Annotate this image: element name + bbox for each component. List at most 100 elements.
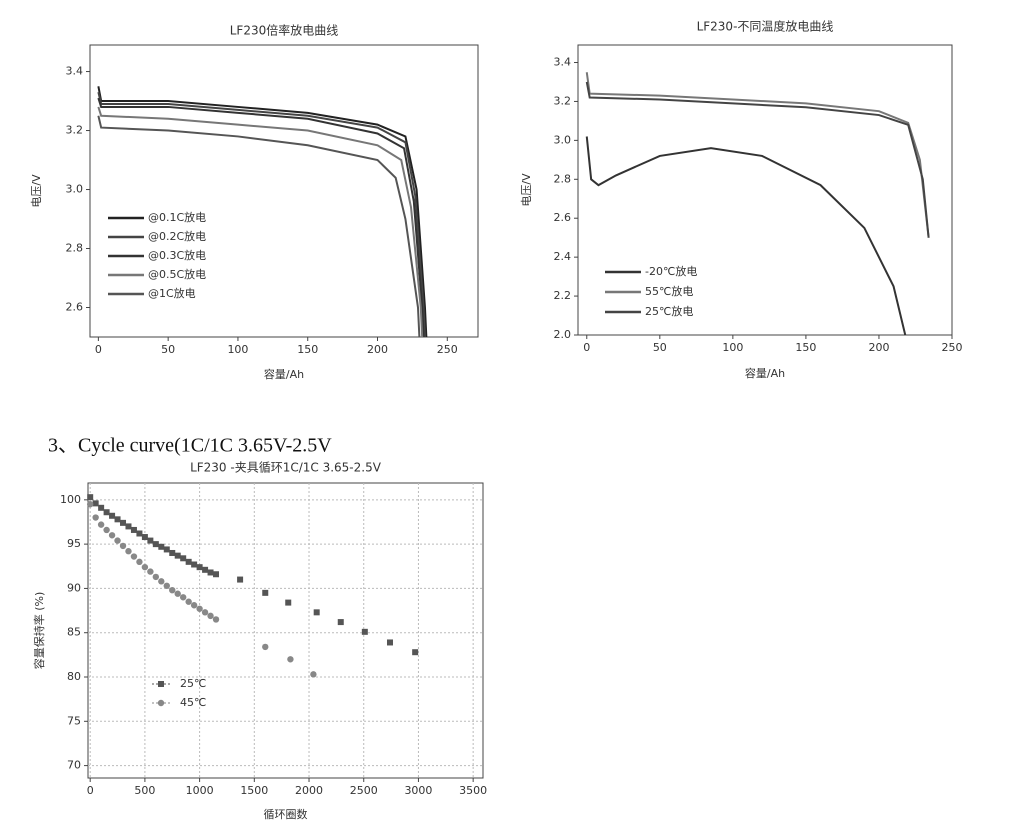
section-heading: 3、Cycle curve(1C/1C 3.65V-2.5V (48, 435, 332, 457)
data-point (130, 526, 137, 533)
x-tick-label: 2500 (350, 784, 378, 797)
data-point (108, 532, 116, 539)
y-axis-label: 容量保持率 (%) (32, 592, 46, 670)
x-axis-label: 循环圈数 (264, 808, 308, 821)
data-point (109, 512, 116, 519)
data-point (158, 543, 165, 550)
data-point (152, 573, 160, 581)
data-point (92, 514, 99, 521)
y-tick-label: 100 (60, 493, 81, 506)
data-point (202, 566, 209, 573)
legend-label: @1C放电 (148, 286, 196, 300)
data-point (114, 516, 121, 523)
x-tick-label: 0 (95, 343, 102, 356)
data-point (120, 519, 127, 526)
x-tick-label: 50 (161, 343, 175, 356)
data-point (196, 605, 203, 612)
legend-label: 25℃放电 (645, 304, 693, 318)
chart-title: LF230倍率放电曲线 (230, 23, 339, 38)
y-tick-label: 3.2 (554, 94, 572, 107)
y-tick-label: 2.2 (554, 289, 572, 302)
data-point (287, 656, 294, 663)
data-point (152, 541, 159, 548)
data-point (191, 561, 198, 568)
data-point (237, 576, 244, 583)
x-tick-label: 1500 (240, 784, 268, 797)
data-point (169, 586, 176, 594)
x-tick-label: 250 (437, 343, 458, 356)
series-line (585, 72, 930, 238)
x-tick-label: 50 (653, 341, 667, 354)
y-tick-label: 3.0 (554, 133, 572, 146)
data-point (262, 589, 269, 596)
data-point (163, 582, 170, 589)
y-tick-label: 90 (67, 581, 81, 594)
data-point (337, 619, 344, 626)
data-point (185, 598, 192, 605)
data-point (158, 578, 165, 585)
y-tick-label: 75 (67, 714, 81, 727)
y-tick-label: 3.4 (66, 65, 84, 78)
data-point (310, 671, 317, 678)
x-tick-label: 150 (795, 341, 816, 354)
data-point (213, 571, 220, 578)
data-point (136, 530, 143, 537)
y-tick-label: 70 (67, 759, 81, 772)
data-point (179, 594, 187, 601)
legend-label: -20℃放电 (645, 264, 697, 278)
data-point (412, 649, 419, 656)
data-point (313, 609, 320, 616)
y-tick-label: 95 (67, 537, 81, 550)
chart-title: LF230-不同温度放电曲线 (697, 19, 834, 34)
y-tick-label: 3.2 (66, 124, 84, 137)
series-line (585, 81, 930, 238)
x-axis-label: 容量/Ah (264, 367, 304, 381)
data-point (207, 569, 214, 576)
y-tick-label: 2.4 (554, 250, 572, 263)
series-line (97, 97, 425, 338)
x-tick-label: 2000 (295, 784, 323, 797)
data-point (147, 568, 154, 575)
legend-label: 45℃ (180, 696, 206, 709)
x-tick-label: 200 (367, 343, 388, 356)
chart-title: LF230 -夹具循环1C/1C 3.65-2.5V (190, 461, 382, 475)
data-point (262, 643, 269, 651)
y-axis-label: 电压/V (520, 173, 533, 207)
x-tick-label: 1000 (186, 784, 214, 797)
series-line (97, 86, 428, 338)
legend-label: 55℃放电 (645, 284, 693, 298)
y-tick-label: 3.0 (66, 183, 84, 196)
plot-frame (577, 44, 953, 336)
data-point (201, 609, 209, 616)
data-point (196, 564, 203, 571)
x-tick-label: 100 (722, 341, 743, 354)
legend-label: @0.5C放电 (148, 267, 206, 281)
x-axis-label: 容量/Ah (745, 366, 785, 380)
data-point (386, 639, 393, 646)
data-point (87, 494, 94, 501)
data-point (136, 558, 143, 566)
y-axis-label: 电压/V (30, 174, 43, 208)
y-tick-label: 2.6 (66, 301, 84, 314)
legend-label: @0.3C放电 (148, 248, 206, 262)
data-point (180, 555, 187, 562)
y-tick-label: 3.4 (554, 56, 572, 69)
x-tick-label: 0 (87, 784, 94, 797)
data-point (141, 563, 149, 571)
legend-marker (158, 681, 164, 687)
y-tick-label: 2.0 (554, 328, 572, 341)
x-tick-label: 150 (297, 343, 318, 356)
plot-frame (87, 482, 484, 779)
legend-label: @0.2C放电 (148, 229, 206, 243)
legend-label: @0.1C放电 (148, 210, 206, 224)
y-tick-label: 2.8 (554, 172, 572, 185)
y-tick-label: 80 (67, 670, 81, 683)
series-line (97, 91, 426, 338)
data-point (190, 602, 198, 609)
x-tick-label: 500 (134, 784, 155, 797)
data-point (141, 534, 148, 541)
data-point (119, 542, 127, 550)
data-point (98, 504, 105, 511)
data-point (207, 612, 214, 620)
